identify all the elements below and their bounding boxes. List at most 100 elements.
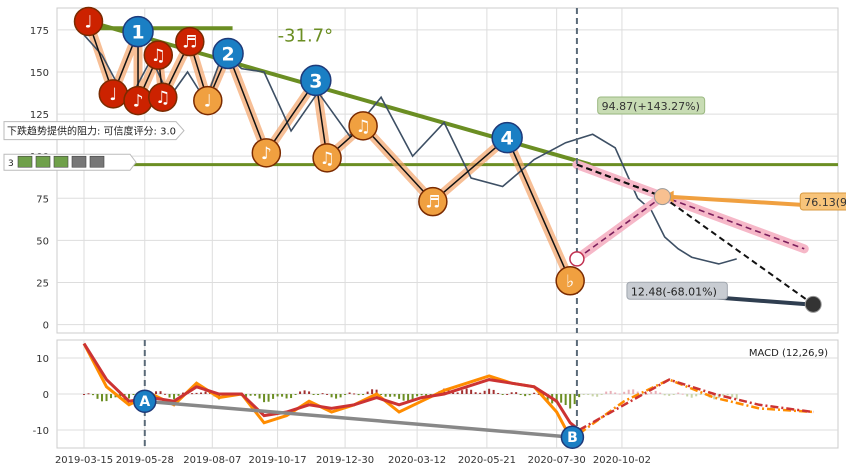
macd-histogram-bar bbox=[182, 392, 185, 394]
x-tick-label: 2019-12-30 bbox=[316, 455, 374, 466]
macd-histogram-bar bbox=[465, 388, 468, 394]
macd-histogram-bar bbox=[83, 394, 86, 395]
price-y-tick-label: 75 bbox=[36, 194, 49, 205]
macd-panel: 2019-03-15 2019-05-28 2019-08-07 2019-10-17… bbox=[33, 339, 839, 466]
macd-histogram-bar bbox=[515, 392, 518, 394]
score-icons-count: 3 bbox=[8, 159, 14, 169]
macd-histogram-bar bbox=[402, 394, 405, 401]
macd-histogram-bar bbox=[731, 394, 734, 398]
macd-histogram-bar bbox=[281, 394, 284, 397]
macd-wave-marker-label: A bbox=[139, 394, 150, 410]
target-point-down bbox=[804, 295, 822, 313]
macd-histogram-bar bbox=[497, 392, 500, 394]
wave-marker bbox=[300, 64, 332, 97]
macd-histogram-bar bbox=[555, 394, 558, 404]
wave-marker-label: ♩ bbox=[204, 92, 212, 112]
price-y-tick-label: 50 bbox=[36, 236, 49, 247]
macd-histogram-bar bbox=[456, 392, 459, 394]
price-y-tick-label: 0 bbox=[43, 321, 49, 332]
macd-histogram-bar bbox=[573, 394, 576, 405]
macd-y-tick-label: 10 bbox=[36, 354, 49, 365]
macd-wave-marker-label: B bbox=[567, 430, 578, 446]
macd-histogram-bar bbox=[105, 394, 108, 402]
wave-marker-label: ♪ bbox=[133, 92, 144, 112]
macd-histogram-bar bbox=[285, 394, 288, 399]
wave-marker-label: 1 bbox=[131, 22, 144, 44]
macd-histogram-bar bbox=[587, 394, 590, 395]
macd-histogram-bar bbox=[290, 394, 293, 399]
macd-wave-marker bbox=[560, 425, 585, 449]
score-icon bbox=[35, 155, 51, 168]
macd-histogram-bar bbox=[155, 391, 158, 394]
macd-histogram-bar bbox=[101, 394, 104, 402]
price-panel: 0255075100125150175♩1♩♫♪♫♬2♩♪3♫♫♬4♭-31.7… bbox=[3, 6, 846, 334]
macd-histogram-bar bbox=[177, 394, 180, 396]
target-down-label: 12.48(-68.01%) bbox=[631, 285, 717, 298]
target-down-label-box bbox=[626, 281, 728, 300]
x-tick-label: 2020-05-21 bbox=[458, 455, 516, 466]
macd-histogram-bar bbox=[533, 392, 536, 394]
current-point bbox=[569, 251, 585, 267]
macd-histogram-bar bbox=[389, 394, 392, 397]
macd-histogram-bar bbox=[317, 394, 320, 395]
wave-marker bbox=[212, 37, 244, 70]
macd-histogram-bar bbox=[600, 394, 603, 395]
macd-histogram-bar bbox=[312, 394, 315, 395]
macd-histogram-bar bbox=[668, 394, 671, 396]
macd-histogram-bar bbox=[398, 394, 401, 399]
macd-histogram-bar bbox=[569, 394, 572, 409]
wave-marker-label: ♬ bbox=[182, 33, 197, 53]
macd-histogram-bar bbox=[87, 393, 90, 395]
target-up-label: 76.13(95.21%) bbox=[804, 196, 846, 209]
macd-histogram-bar bbox=[474, 392, 477, 394]
macd-histogram-bar bbox=[623, 391, 626, 394]
target-point-up bbox=[653, 188, 671, 206]
macd-histogram-bar bbox=[321, 393, 324, 395]
macd-histogram-bar bbox=[695, 394, 698, 397]
x-tick-label: 2019-05-28 bbox=[116, 455, 174, 466]
macd-histogram-bar bbox=[564, 394, 567, 406]
macd-histogram-bar bbox=[452, 392, 455, 394]
macd-histogram-bar bbox=[191, 393, 194, 395]
macd-histogram-bar bbox=[168, 394, 171, 398]
x-tick-label: 2020-03-12 bbox=[388, 455, 446, 466]
macd-histogram-bar bbox=[713, 394, 716, 400]
macd-histogram-bar bbox=[366, 391, 369, 394]
wave-marker-label: 2 bbox=[221, 43, 234, 65]
macd-histogram-bar bbox=[519, 394, 522, 395]
macd-legend: MACD (12,26,9) bbox=[749, 348, 828, 359]
wave-marker bbox=[348, 111, 378, 141]
macd-histogram-bar bbox=[335, 394, 338, 399]
macd-histogram-bar bbox=[560, 394, 563, 403]
macd-histogram-bar bbox=[483, 390, 486, 394]
macd-histogram-bar bbox=[681, 393, 684, 395]
target-high-label-box bbox=[597, 96, 706, 115]
macd-histogram-bar bbox=[308, 391, 311, 394]
wave-marker-label: ♫ bbox=[355, 117, 370, 137]
macd-histogram-bar bbox=[411, 394, 414, 400]
wave-marker bbox=[418, 186, 448, 217]
macd-histogram-bar bbox=[470, 389, 473, 394]
macd-histogram-bar bbox=[591, 394, 594, 397]
macd-histogram-bar bbox=[609, 390, 612, 394]
macd-histogram-bar bbox=[416, 394, 419, 397]
macd-histogram-bar bbox=[641, 394, 644, 395]
macd-histogram-bar bbox=[650, 391, 653, 394]
wave-marker-label: ♬ bbox=[425, 193, 440, 213]
macd-histogram-bar bbox=[506, 393, 509, 395]
macd-histogram-bar bbox=[128, 394, 131, 399]
macd-histogram-bar bbox=[96, 394, 99, 399]
macd-histogram-bar bbox=[173, 394, 176, 400]
macd-histogram-bar bbox=[159, 391, 162, 394]
resistance-callout-box bbox=[3, 121, 185, 141]
macd-histogram-bar bbox=[164, 393, 167, 395]
macd-histogram-bar bbox=[195, 392, 198, 394]
macd-histogram-bar bbox=[461, 390, 464, 394]
macd-histogram-bar bbox=[578, 394, 581, 398]
wave-marker bbox=[122, 15, 154, 48]
macd-histogram-bar bbox=[686, 394, 689, 397]
wave-marker bbox=[251, 138, 282, 168]
macd-histogram-bar bbox=[672, 394, 675, 395]
x-tick-label: 2019-10-17 bbox=[249, 455, 307, 466]
